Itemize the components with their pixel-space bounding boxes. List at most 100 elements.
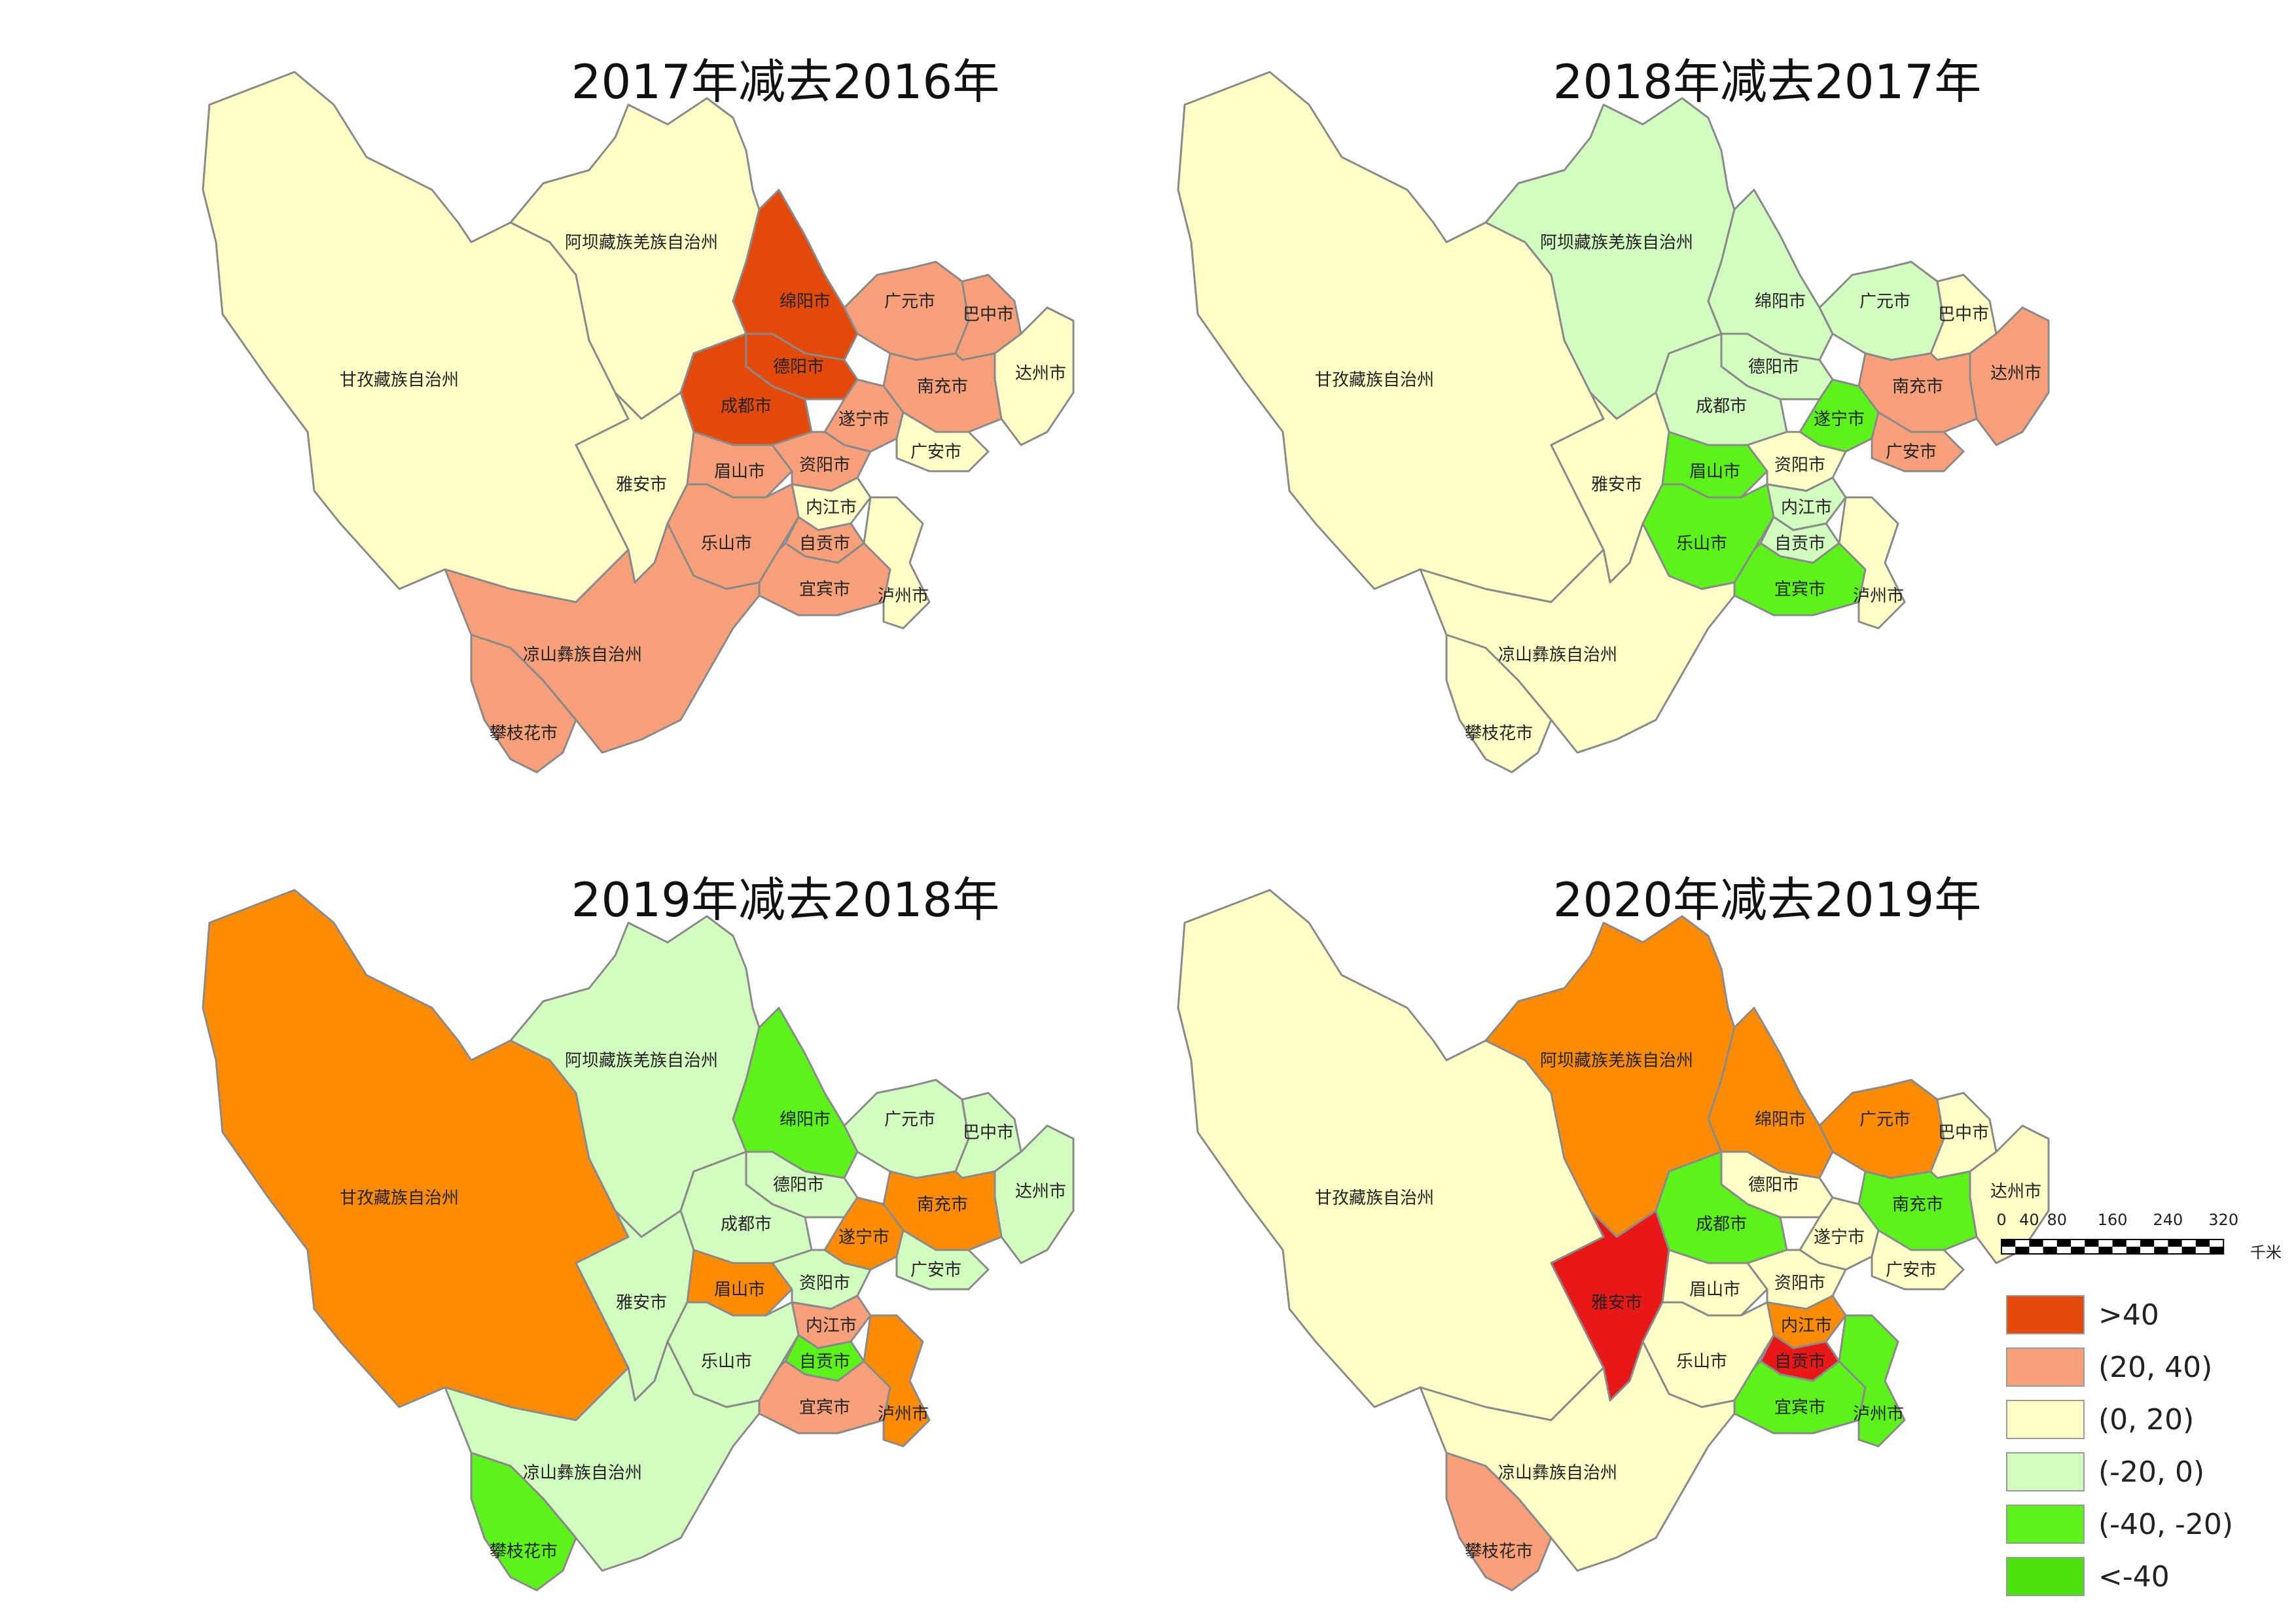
region-label-yaan: 雅安市 bbox=[1591, 475, 1642, 495]
scale-tick-labels: 0 40 80 160 240 320 bbox=[1996, 1211, 2238, 1229]
region-label-liangshan: 凉山彝族自治州 bbox=[1498, 1463, 1617, 1483]
region-label-luzhou: 泸州市 bbox=[878, 1404, 929, 1424]
scale-tick-40: 40 bbox=[2019, 1211, 2039, 1229]
legend-label-c3: (0, 20) bbox=[2098, 1403, 2194, 1436]
region-label-chengdu: 成都市 bbox=[721, 397, 772, 416]
map-title: 2018年减去2017年 bbox=[1553, 54, 1981, 109]
region-label-suining: 遂宁市 bbox=[838, 410, 889, 429]
region-label-aba: 阿坝藏族羌族自治州 bbox=[565, 233, 718, 253]
scale-bar-segment bbox=[2043, 1247, 2057, 1254]
region-label-yibin: 宜宾市 bbox=[1774, 580, 1825, 599]
region-label-suining: 遂宁市 bbox=[1814, 1228, 1865, 1247]
scale-bar-segment bbox=[2001, 1240, 2016, 1247]
scale-tick-80: 80 bbox=[2047, 1211, 2068, 1229]
region-label-aba: 阿坝藏族羌族自治州 bbox=[1540, 1051, 1693, 1071]
region-guangan bbox=[1871, 1229, 1965, 1291]
region-label-yibin: 宜宾市 bbox=[799, 1398, 850, 1418]
region-label-liangshan: 凉山彝族自治州 bbox=[1498, 645, 1617, 665]
region-label-ziyang: 资阳市 bbox=[1774, 1274, 1825, 1293]
region-label-nanchong: 南充市 bbox=[1892, 377, 1943, 397]
region-label-dazhou: 达州市 bbox=[1990, 1182, 2041, 1202]
region-label-meishan: 眉山市 bbox=[1689, 462, 1740, 482]
region-label-leshan: 乐山市 bbox=[701, 1352, 752, 1372]
region-label-dazhou: 达州市 bbox=[1015, 1182, 1066, 1202]
legend-swatch-c5 bbox=[2006, 1505, 2085, 1544]
region-ganzi bbox=[1177, 71, 1605, 603]
region-label-mianyang: 绵阳市 bbox=[1755, 292, 1806, 312]
map-title: 2020年减去2019年 bbox=[1553, 872, 1981, 927]
region-ziyang bbox=[1746, 431, 1847, 492]
region-label-nanchong: 南充市 bbox=[917, 1195, 968, 1215]
region-label-ganzi: 甘孜藏族自治州 bbox=[340, 1188, 459, 1208]
region-label-zigong: 自贡市 bbox=[1774, 1352, 1825, 1372]
region-label-luzhou: 泸州市 bbox=[1853, 586, 1904, 606]
region-label-zigong: 自贡市 bbox=[799, 534, 850, 554]
legend-label-c2: (20, 40) bbox=[2098, 1351, 2212, 1384]
region-panzhihua bbox=[1445, 1452, 1552, 1592]
region-label-guangan: 广安市 bbox=[910, 1260, 961, 1280]
region-label-yibin: 宜宾市 bbox=[1774, 1398, 1825, 1418]
region-label-guangyuan: 广元市 bbox=[884, 292, 935, 312]
scale-bar-segment bbox=[2140, 1240, 2155, 1247]
scale-bar-segment bbox=[2085, 1240, 2099, 1247]
region-label-yaan: 雅安市 bbox=[616, 475, 667, 495]
scale-bar-segment bbox=[2168, 1240, 2182, 1247]
region-label-luzhou: 泸州市 bbox=[878, 586, 929, 606]
scale-bar-segment bbox=[2181, 1247, 2196, 1254]
scale-bar-segment bbox=[2071, 1247, 2085, 1254]
region-label-chengdu: 成都市 bbox=[1696, 397, 1747, 416]
region-label-neijiang: 内江市 bbox=[806, 498, 857, 518]
scale-tick-320: 320 bbox=[2208, 1211, 2238, 1229]
scale-tick-160: 160 bbox=[2098, 1211, 2128, 1229]
scale-bar-segment bbox=[2112, 1240, 2126, 1247]
scale-bar: 0 40 80 160 240 320 千米 bbox=[1996, 1211, 2282, 1262]
scale-bar-segment bbox=[2056, 1240, 2071, 1247]
region-label-bazhong: 巴中市 bbox=[1938, 1123, 1989, 1143]
map-title: 2017年减去2016年 bbox=[571, 54, 999, 109]
legend-label-c6: <-40 bbox=[2098, 1560, 2170, 1594]
region-label-meishan: 眉山市 bbox=[714, 462, 765, 482]
map-title: 2019年减去2018年 bbox=[571, 872, 999, 927]
scale-bar-segment bbox=[2029, 1240, 2043, 1247]
scale-tick-240: 240 bbox=[2153, 1211, 2183, 1229]
region-luzhou bbox=[863, 1314, 931, 1448]
region-panzhihua bbox=[470, 633, 577, 774]
region-label-deyang: 德阳市 bbox=[1748, 357, 1799, 377]
region-label-panzhihua: 攀枝花市 bbox=[490, 724, 558, 743]
region-label-aba: 阿坝藏族羌族自治州 bbox=[1540, 233, 1693, 253]
region-label-neijiang: 内江市 bbox=[1781, 498, 1832, 518]
region-label-deyang: 德阳市 bbox=[1748, 1175, 1799, 1195]
region-label-nanchong: 南充市 bbox=[917, 377, 968, 397]
region-guangan bbox=[895, 1229, 990, 1291]
region-label-panzhihua: 攀枝花市 bbox=[1465, 724, 1533, 743]
scale-bar-blocks bbox=[2001, 1239, 2225, 1255]
region-label-ganzi: 甘孜藏族自治州 bbox=[1315, 370, 1434, 390]
region-label-nanchong: 南充市 bbox=[1892, 1195, 1943, 1215]
region-label-neijiang: 内江市 bbox=[1781, 1316, 1832, 1336]
region-luzhou bbox=[863, 496, 931, 630]
region-label-zigong: 自贡市 bbox=[1774, 534, 1825, 554]
region-label-leshan: 乐山市 bbox=[701, 534, 752, 554]
region-label-ganzi: 甘孜藏族自治州 bbox=[340, 370, 459, 390]
scale-bar-segment bbox=[2098, 1247, 2113, 1254]
region-label-panzhihua: 攀枝花市 bbox=[1465, 1542, 1533, 1561]
region-label-ziyang: 资阳市 bbox=[799, 1274, 850, 1293]
region-ziyang bbox=[771, 1249, 872, 1310]
scale-bar-segment bbox=[2210, 1247, 2224, 1254]
region-label-ziyang: 资阳市 bbox=[799, 455, 850, 475]
region-guangan bbox=[895, 411, 990, 473]
scale-tick-0: 0 bbox=[1996, 1211, 2006, 1229]
region-label-mianyang: 绵阳市 bbox=[780, 1110, 831, 1130]
region-label-meishan: 眉山市 bbox=[714, 1280, 765, 1300]
region-panzhihua bbox=[470, 1452, 577, 1592]
region-label-suining: 遂宁市 bbox=[838, 1228, 889, 1247]
legend-swatch-c6 bbox=[2006, 1557, 2085, 1596]
